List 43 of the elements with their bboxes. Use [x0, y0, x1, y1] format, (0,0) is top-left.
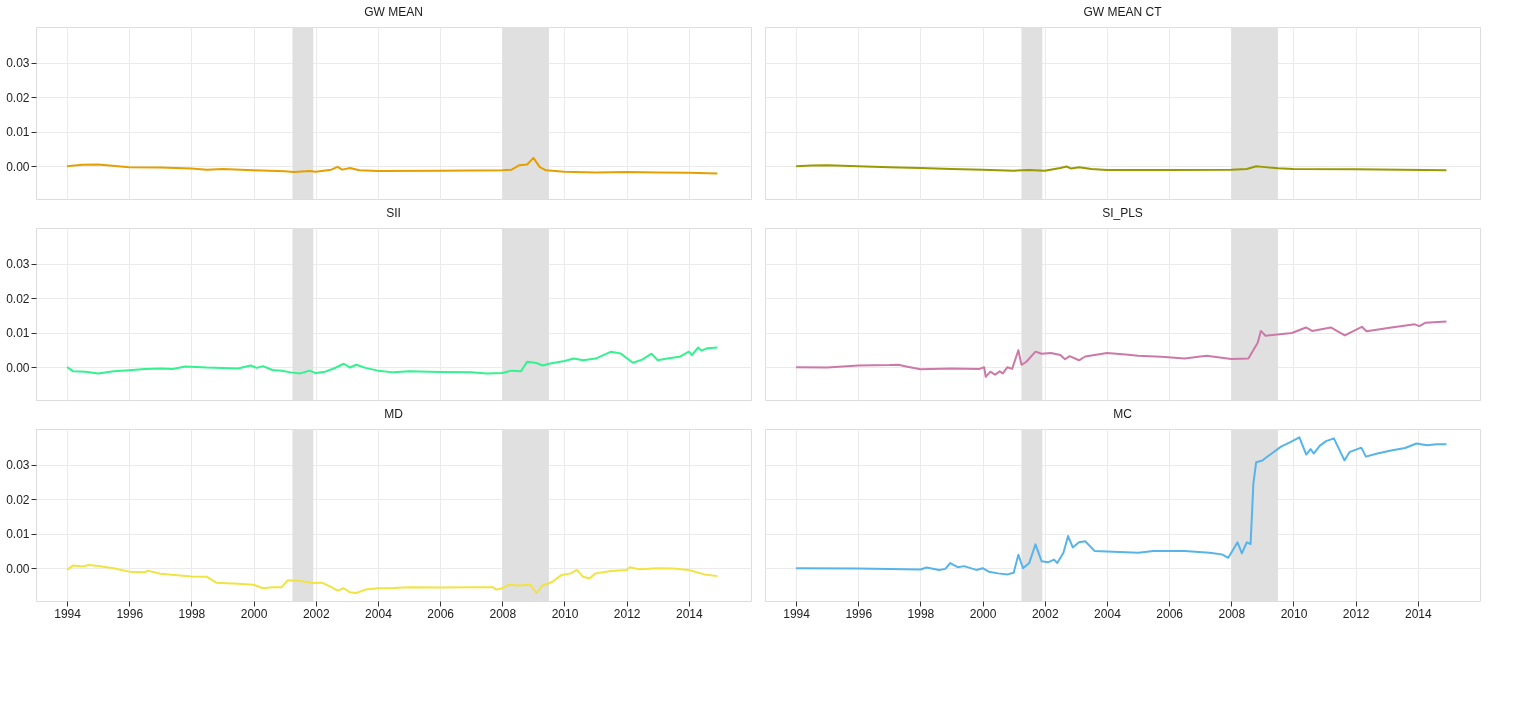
x-tick-label: 1996	[845, 606, 873, 621]
x-tick-label: 2012	[613, 606, 641, 621]
x-tick-label: 2002	[1031, 606, 1059, 621]
x-tick-label: 2012	[1342, 606, 1370, 621]
y-tick-label: 0.00	[6, 360, 30, 375]
x-tick-label: 2008	[489, 606, 517, 621]
y-tick-label: 0.02	[6, 492, 30, 507]
chart-title: GW MEAN CT	[1083, 5, 1163, 19]
x-tick-label: 2000	[969, 606, 997, 621]
y-tick-label: 0.00	[6, 561, 30, 576]
x-tick-label: 1994	[54, 606, 82, 621]
x-tick-label: 1998	[907, 606, 935, 621]
x-tick-label: 2006	[427, 606, 455, 621]
chart-title: SII	[386, 206, 401, 220]
x-tick-label: 2004	[1094, 606, 1122, 621]
x-tick-label: 2006	[1156, 606, 1184, 621]
chart-title: GW MEAN	[364, 5, 423, 19]
y-tick-label: 0.03	[6, 257, 30, 272]
x-tick-label: 2002	[302, 606, 330, 621]
y-tick-label: 0.02	[6, 90, 30, 105]
line-series	[66, 564, 719, 595]
x-tick-label: 2008	[1218, 606, 1246, 621]
chart-title: MC	[1113, 407, 1133, 421]
line-series	[66, 156, 719, 175]
y-tick-label: 0.01	[6, 527, 30, 542]
x-tick-label: 2014	[1404, 606, 1432, 621]
line-series	[66, 346, 719, 375]
y-tick-label: 0.03	[6, 458, 30, 473]
chart-title: SI_PLS	[1102, 206, 1143, 220]
x-tick-label: 1996	[116, 606, 144, 621]
y-tick-label: 0.01	[6, 326, 30, 341]
x-tick-label: 1998	[178, 606, 206, 621]
x-tick-label: 2010	[1280, 606, 1308, 621]
chart-title: MD	[384, 407, 404, 421]
y-tick-label: 0.02	[6, 291, 30, 306]
x-tick-label: 2000	[240, 606, 268, 621]
x-tick-label: 2004	[365, 606, 393, 621]
y-tick-label: 0.00	[6, 159, 30, 174]
x-tick-label: 2014	[675, 606, 703, 621]
y-tick-label: 0.01	[6, 125, 30, 140]
x-tick-label: 2010	[551, 606, 579, 621]
y-tick-label: 0.03	[6, 56, 30, 71]
x-tick-label: 1994	[783, 606, 811, 621]
